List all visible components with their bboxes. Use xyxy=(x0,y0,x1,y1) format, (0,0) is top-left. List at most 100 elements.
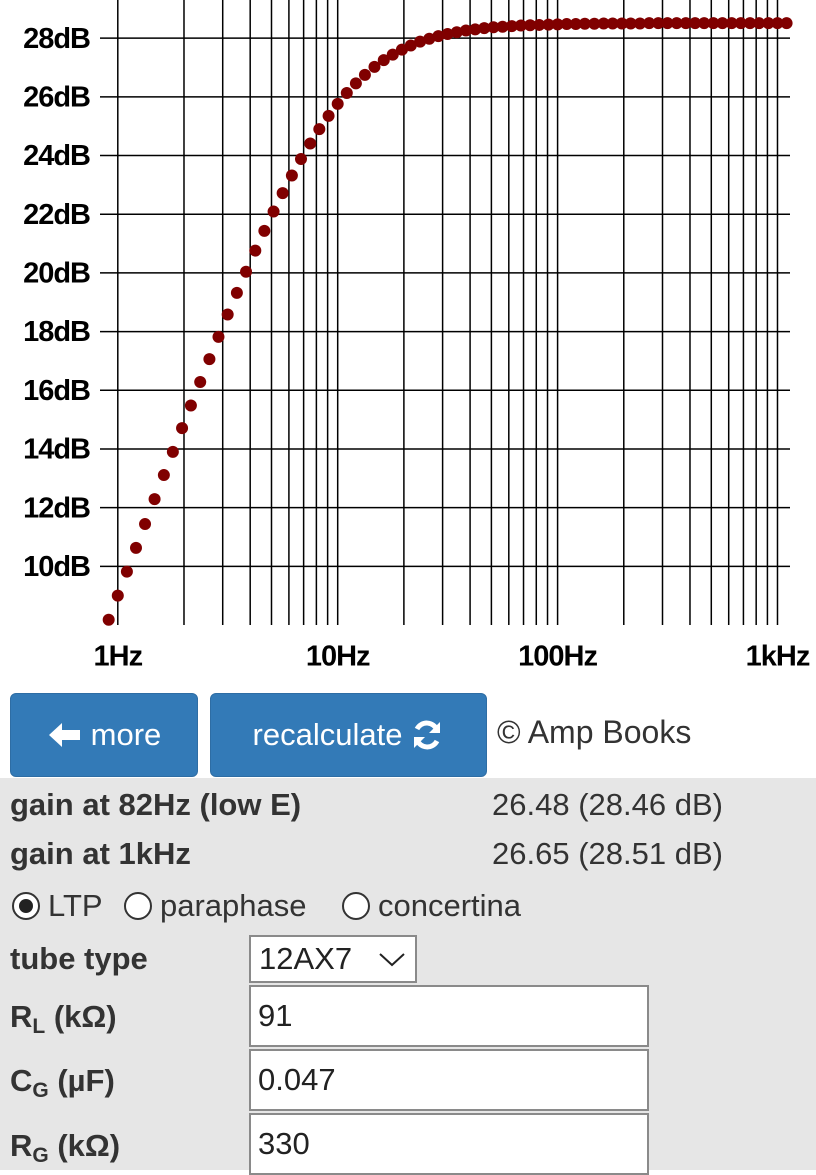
data-point xyxy=(157,469,170,482)
data-point xyxy=(176,422,189,435)
select-value: 12AX7 xyxy=(259,941,353,976)
recalculate-label: recalculate xyxy=(252,717,403,752)
field-symbol: R xyxy=(10,999,33,1034)
data-point xyxy=(313,123,326,136)
field-input[interactable]: 91 xyxy=(249,985,649,1047)
field-label: RG (kΩ) xyxy=(10,1128,120,1168)
data-point xyxy=(166,445,179,458)
data-point xyxy=(578,17,591,30)
data-point xyxy=(386,48,399,61)
radio-label: paraphase xyxy=(160,888,307,923)
field-label: RL (kΩ) xyxy=(10,999,117,1039)
data-point xyxy=(762,17,775,30)
y-tick-label: 18dB xyxy=(23,316,90,348)
field-subscript: G xyxy=(32,1079,49,1102)
data-point xyxy=(588,17,601,30)
frequency-response-chart: 1Hz 10Hz 100Hz 1kHz 10dB 12dB 14dB 16dB 18dB 20dB… xyxy=(23,0,811,673)
data-point xyxy=(322,109,335,122)
data-point xyxy=(276,187,289,200)
field-label: tube type xyxy=(10,941,148,976)
data-point xyxy=(753,17,766,30)
field-symbol: C xyxy=(10,1063,33,1098)
radio-option[interactable]: paraphase xyxy=(122,888,307,924)
radio-ring xyxy=(342,892,370,920)
field-subscript: G xyxy=(32,1144,49,1167)
x-tick-label: 1Hz xyxy=(94,641,143,673)
x-tick-label: 1kHz xyxy=(746,641,810,673)
data-point xyxy=(771,17,784,30)
input-value: 330 xyxy=(258,1126,310,1161)
data-point xyxy=(102,613,115,626)
data-point xyxy=(478,22,491,35)
tube-type-select[interactable]: 12AX7 xyxy=(249,935,417,983)
data-point xyxy=(780,17,793,30)
data-point xyxy=(230,286,243,299)
data-point xyxy=(267,205,280,218)
data-point xyxy=(707,17,720,30)
data-point xyxy=(716,17,729,30)
data-point xyxy=(404,39,417,52)
data-point xyxy=(349,77,362,90)
data-point xyxy=(615,17,628,30)
radio-button xyxy=(342,892,370,920)
data-point xyxy=(249,244,262,257)
data-point xyxy=(304,137,317,150)
result-label: gain at 1kHz xyxy=(10,836,191,871)
radio-label: LTP xyxy=(48,888,103,923)
chevron-icon xyxy=(379,953,405,967)
data-point xyxy=(533,18,546,31)
y-tick-label: 28dB xyxy=(23,23,90,55)
y-tick-label: 16dB xyxy=(23,375,90,407)
data-point xyxy=(505,20,518,33)
field-input[interactable]: 0.047 xyxy=(249,1049,649,1111)
data-point xyxy=(368,60,381,73)
data-point xyxy=(120,565,133,578)
y-tick-label: 20dB xyxy=(23,258,90,290)
data-point xyxy=(111,589,124,602)
data-point xyxy=(184,399,197,412)
radio-button xyxy=(12,892,40,920)
result-value: 26.48 (28.46 dB) xyxy=(492,787,723,822)
data-point xyxy=(524,19,537,32)
x-tick-label: 100Hz xyxy=(518,641,597,673)
data-point xyxy=(734,17,747,30)
data-point xyxy=(441,28,454,41)
data-point xyxy=(496,20,509,33)
data-point xyxy=(203,353,216,366)
input-value: 0.047 xyxy=(258,1062,336,1097)
data-point xyxy=(643,17,656,30)
radio-label: concertina xyxy=(378,888,522,923)
back-arrow-icon xyxy=(48,723,80,747)
data-point xyxy=(560,18,573,31)
y-tick-label: 14dB xyxy=(23,434,90,466)
data-point xyxy=(331,97,344,110)
data-point xyxy=(212,330,225,343)
field-subscript: L xyxy=(32,1015,46,1038)
more-button[interactable]: more xyxy=(10,693,198,777)
data-point xyxy=(450,26,463,39)
radio-dot xyxy=(19,899,33,913)
data-point xyxy=(377,54,390,67)
data-point xyxy=(432,30,445,43)
more-label: more xyxy=(90,717,162,752)
data-point xyxy=(423,32,436,45)
data-point xyxy=(129,541,142,554)
field-input[interactable]: 330 xyxy=(249,1113,649,1175)
data-point xyxy=(295,153,308,166)
data-point xyxy=(487,21,500,34)
field-unit: (µF) xyxy=(57,1063,115,1098)
radio-option[interactable]: LTP xyxy=(10,888,103,924)
field-label: CG (µF) xyxy=(10,1063,115,1103)
radio-option[interactable]: concertina xyxy=(340,888,521,924)
data-point xyxy=(514,19,527,32)
data-point xyxy=(633,17,646,30)
input-value: 91 xyxy=(258,998,293,1033)
y-tick-label: 24dB xyxy=(23,140,90,172)
recalculate-button[interactable]: recalculate xyxy=(210,693,487,777)
y-tick-label: 12dB xyxy=(23,492,90,524)
data-point xyxy=(139,518,152,531)
result-label: gain at 82Hz (low E) xyxy=(10,787,302,822)
data-point xyxy=(148,493,161,506)
data-point xyxy=(340,87,353,100)
